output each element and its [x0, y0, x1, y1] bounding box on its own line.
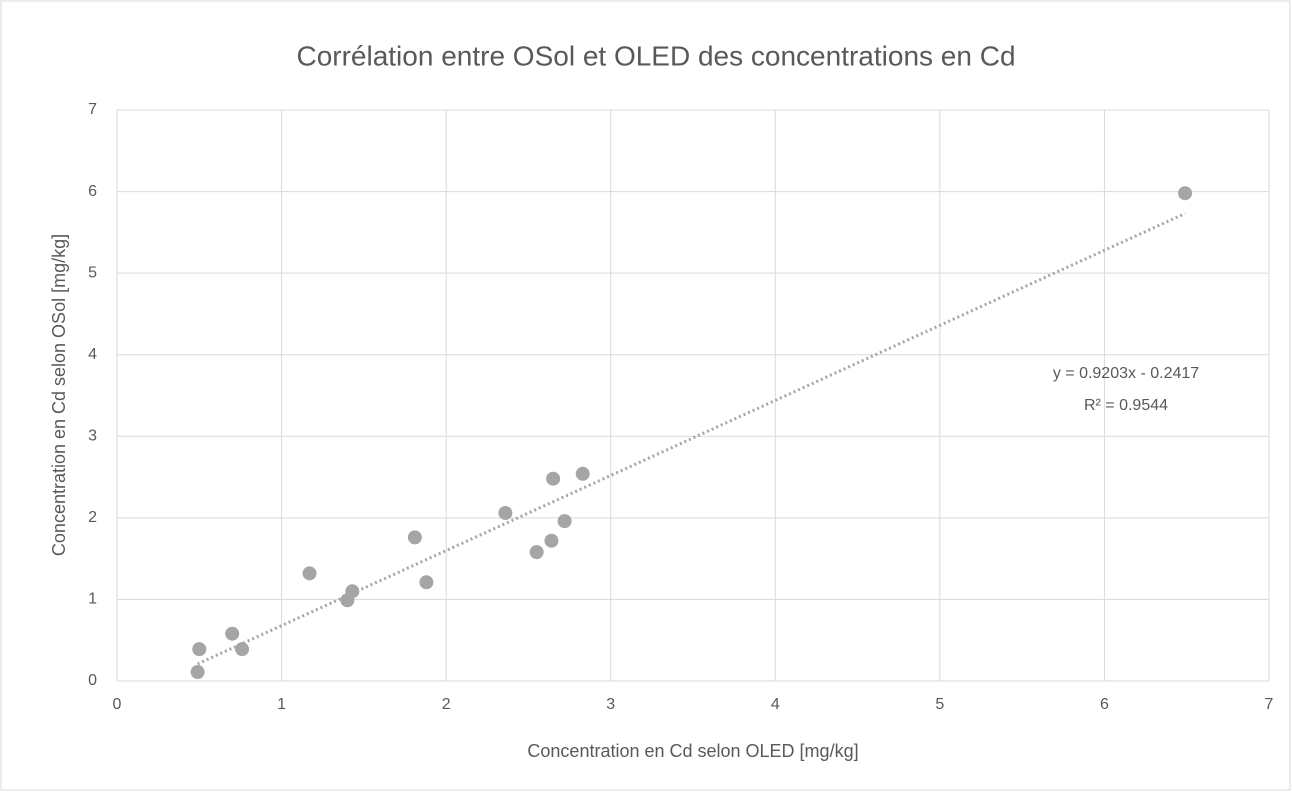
point	[302, 566, 317, 581]
point	[192, 642, 207, 657]
x-tick-label: 0	[113, 696, 122, 713]
x-tick-label: 5	[935, 696, 944, 713]
trendline-r2: R² = 0.9544	[1084, 397, 1168, 414]
y-tick-label: 6	[88, 183, 97, 200]
y-tick-label: 7	[88, 101, 97, 118]
x-tick-label: 6	[1100, 696, 1109, 713]
chart-title: Corrélation entre OSol et OLED des conce…	[296, 40, 1015, 71]
point	[407, 530, 422, 545]
point	[546, 471, 561, 486]
point	[544, 533, 559, 548]
y-tick-label: 1	[88, 591, 97, 608]
x-tick-label: 4	[771, 696, 780, 713]
x-tick-label: 1	[277, 696, 286, 713]
point	[345, 584, 360, 599]
trendline	[197, 212, 1186, 666]
point	[557, 514, 572, 529]
point	[225, 626, 240, 641]
point	[190, 665, 205, 680]
x-tick-label: 2	[442, 696, 451, 713]
point	[529, 545, 544, 560]
y-tick-label: 2	[88, 509, 97, 526]
trendline-equation: y = 0.9203x - 0.2417	[1053, 365, 1199, 382]
y-axis-label: Concentration en Cd selon OSol [mg/kg]	[49, 234, 69, 556]
point	[419, 575, 434, 590]
point	[575, 466, 590, 481]
point	[498, 505, 513, 520]
x-axis-label: Concentration en Cd selon OLED [mg/kg]	[527, 741, 858, 761]
point	[235, 642, 250, 657]
y-tick-label: 4	[88, 346, 97, 363]
x-tick-label: 7	[1265, 696, 1274, 713]
x-tick-label: 3	[606, 696, 615, 713]
y-tick-label: 0	[88, 672, 97, 689]
y-tick-label: 5	[88, 264, 97, 281]
point	[1178, 186, 1193, 201]
y-tick-label: 3	[88, 428, 97, 445]
